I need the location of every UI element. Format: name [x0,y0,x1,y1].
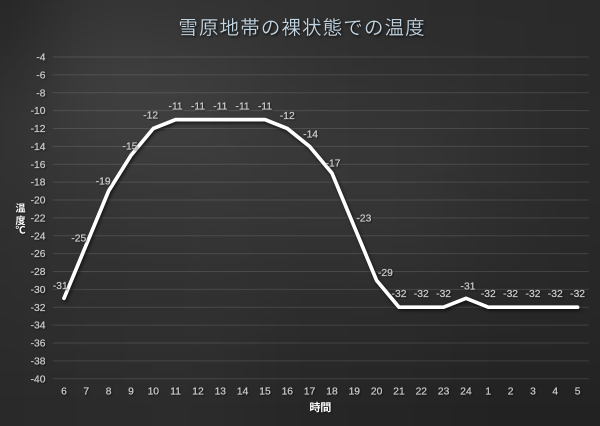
svg-text:3: 3 [530,386,536,397]
svg-text:-24: -24 [31,231,46,242]
svg-text:-15: -15 [123,141,138,152]
svg-text:2: 2 [508,386,514,397]
svg-text:-22: -22 [31,213,46,224]
svg-text:-32: -32 [570,289,585,300]
svg-text:-4: -4 [36,53,45,64]
svg-text:4: 4 [552,386,558,397]
svg-text:14: 14 [237,386,249,397]
svg-text:24: 24 [460,386,472,397]
svg-text:15: 15 [259,386,271,397]
svg-text:-12: -12 [280,111,295,122]
svg-text:-12: -12 [143,111,158,122]
svg-text:-17: -17 [326,159,341,170]
svg-text:-32: -32 [548,289,563,300]
svg-text:-38: -38 [31,356,46,367]
svg-text:-11: -11 [236,102,250,113]
svg-text:-11: -11 [258,102,272,113]
svg-text:10: 10 [148,386,160,397]
svg-text:-23: -23 [356,214,371,225]
svg-text:-32: -32 [481,289,496,300]
svg-text:13: 13 [215,386,227,397]
svg-text:-32: -32 [31,303,46,314]
svg-text:-16: -16 [31,160,46,171]
svg-text:-18: -18 [31,178,46,189]
svg-text:8: 8 [106,386,112,397]
svg-text:-8: -8 [36,88,45,99]
svg-text:-11: -11 [169,102,183,113]
svg-text:6: 6 [61,386,67,397]
svg-text:-14: -14 [31,142,46,153]
svg-text:-25: -25 [71,234,86,245]
svg-text:11: 11 [170,386,181,397]
svg-text:-34: -34 [31,321,46,332]
svg-text:-6: -6 [36,70,45,81]
svg-text:20: 20 [371,386,383,397]
svg-text:-32: -32 [503,289,518,300]
svg-text:1: 1 [485,386,491,397]
svg-text:16: 16 [282,386,294,397]
svg-text:22: 22 [416,386,428,397]
svg-text:19: 19 [349,386,361,397]
svg-text:-32: -32 [436,289,451,300]
svg-text:-20: -20 [31,196,46,207]
svg-text:-11: -11 [213,102,227,113]
svg-text:21: 21 [393,386,405,397]
svg-text:18: 18 [326,386,338,397]
svg-text:-36: -36 [31,339,46,350]
svg-text:-12: -12 [31,124,46,135]
svg-text:17: 17 [304,386,316,397]
svg-text:-40: -40 [31,374,46,385]
svg-text:12: 12 [192,386,204,397]
svg-text:-28: -28 [31,267,46,278]
svg-text:-26: -26 [31,249,46,260]
svg-text:5: 5 [575,386,581,397]
svg-text:23: 23 [438,386,450,397]
svg-text:-11: -11 [191,102,205,113]
svg-text:-14: -14 [303,130,318,141]
svg-text:9: 9 [128,386,134,397]
svg-text:-32: -32 [526,289,541,300]
svg-text:-32: -32 [392,289,407,300]
svg-text:-31: -31 [53,281,68,292]
svg-text:-32: -32 [414,289,429,300]
svg-text:-29: -29 [378,268,393,279]
svg-text:-10: -10 [31,106,46,117]
svg-text:-19: -19 [96,176,111,187]
svg-text:7: 7 [83,386,89,397]
svg-text:-31: -31 [461,282,476,293]
svg-text:-30: -30 [31,285,46,296]
